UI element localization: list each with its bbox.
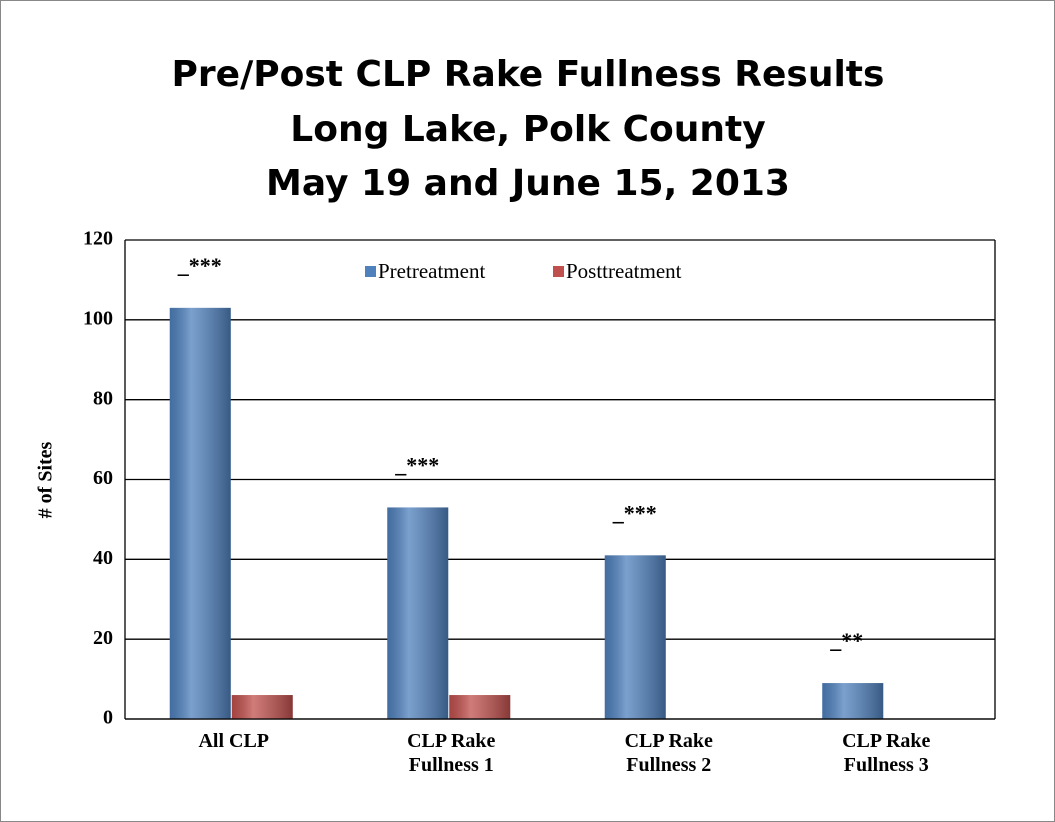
annotation: _*** [177, 253, 222, 278]
x-tick-label: CLP Rake Fullness 2 [624, 730, 713, 776]
x-tick-label: CLP Rake Fullness 3 [842, 730, 931, 776]
x-tick-label: CLP Rake Fullness 1 [407, 730, 496, 776]
bar [387, 507, 449, 719]
chart-title: May 19 and June 15, 2013 [266, 163, 790, 204]
x-tick-label-box: CLP Rake Fullness 1 [407, 730, 496, 776]
x-tick-label-box: All CLP [198, 730, 270, 752]
chart-title: Long Lake, Polk County [290, 109, 765, 150]
bar [231, 695, 293, 719]
annotation: _** [829, 628, 863, 653]
x-tick-label-box: CLP Rake Fullness 3 [842, 730, 931, 776]
y-tick-label: 120 [83, 228, 113, 250]
bar [449, 695, 511, 719]
y-axis-label: # of Sites [35, 441, 57, 518]
y-tick-label: 20 [93, 627, 113, 649]
y-tick-label: 100 [83, 307, 113, 329]
y-tick-label: 0 [103, 707, 113, 729]
legend-swatch [365, 266, 376, 277]
bar [604, 555, 666, 719]
annotation: _*** [612, 500, 657, 525]
legend-label: Posttreatment [566, 259, 682, 283]
bar [169, 307, 231, 719]
legend-label: Pretreatment [378, 259, 485, 283]
annotation: _*** [394, 452, 439, 477]
legend-swatch [553, 266, 564, 277]
x-tick-label-box: CLP Rake Fullness 2 [624, 730, 713, 776]
y-tick-label: 60 [93, 467, 113, 489]
y-tick-label: 40 [93, 547, 113, 569]
x-tick-label: All CLP [198, 730, 270, 752]
y-tick-label: 80 [93, 387, 113, 409]
chart-title: Pre/Post CLP Rake Fullness Results [172, 54, 885, 95]
bar [822, 683, 884, 719]
